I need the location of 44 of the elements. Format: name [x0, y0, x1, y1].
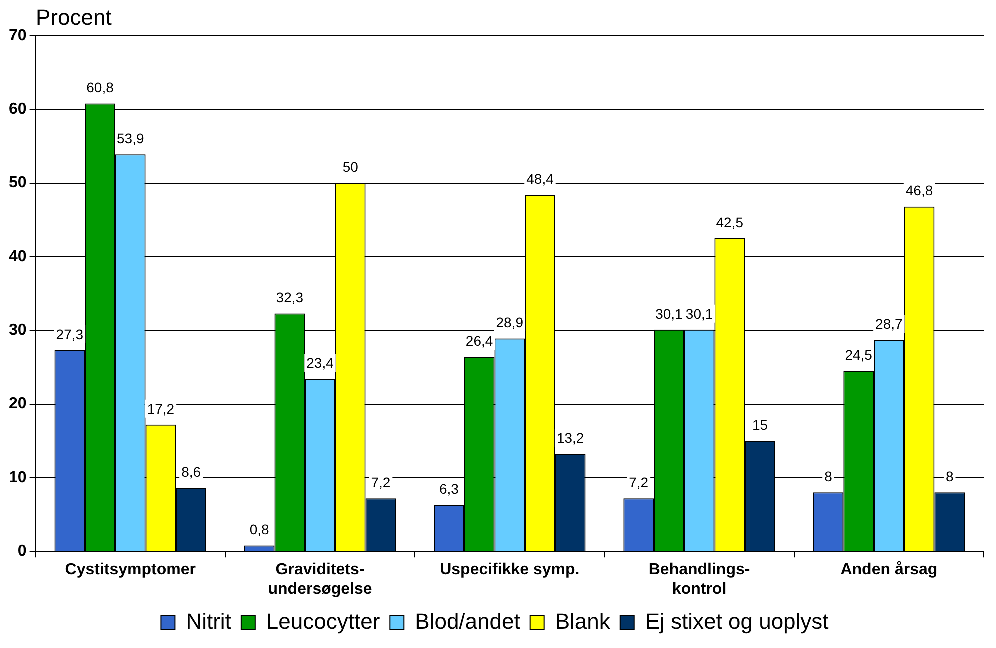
- x-tick-label: Anden årsag: [840, 560, 938, 579]
- data-label: 7,2: [371, 474, 391, 490]
- data-label: 27,3: [56, 326, 84, 342]
- data-label: 50: [342, 159, 359, 176]
- data-label: 42,5: [716, 214, 744, 230]
- x-tick-label: Uspecifikke symp.: [440, 562, 580, 579]
- data-label: 26,4: [466, 333, 494, 350]
- data-label: 7,2: [629, 474, 649, 490]
- data-label: 8: [824, 468, 833, 485]
- data-label: 28,9: [496, 314, 524, 331]
- legend-label: Nitrit: [186, 609, 232, 634]
- data-label: 23,4: [306, 355, 334, 372]
- data-label: 24,5: [845, 347, 873, 363]
- data-label: 32,3: [276, 290, 304, 306]
- y-tick-label: 40: [9, 248, 27, 266]
- data-label: 60,8: [86, 80, 114, 96]
- data-label: 8: [946, 468, 954, 485]
- y-tick-label: 60: [9, 101, 27, 118]
- x-tick-label: Behandlings- kontrol: [648, 562, 750, 598]
- data-label: 6,3: [439, 481, 460, 498]
- y-tick-label: 20: [9, 396, 27, 413]
- y-tick-label: 10: [9, 469, 27, 486]
- data-label: 15: [752, 416, 768, 433]
- legend-label: Blank: [555, 609, 612, 634]
- legend-label: Blod/andet: [415, 609, 520, 634]
- data-label: 48,4: [526, 170, 554, 187]
- data-label: 30,1: [686, 306, 714, 322]
- data-label: 8,6: [182, 464, 202, 480]
- data-label: 28,7: [876, 316, 904, 332]
- x-tick-label: Graviditets- undersøgelse: [268, 562, 372, 598]
- data-label: 0,8: [250, 522, 270, 538]
- data-label: 17,2: [147, 400, 175, 417]
- data-label: 53,9: [116, 130, 144, 146]
- y-axis-title: Procent: [36, 5, 112, 30]
- y-tick-label: 50: [9, 174, 27, 192]
- data-label: 30,1: [656, 306, 684, 322]
- y-tick-label: 70: [9, 27, 27, 44]
- legend-label: Ej stixet og uoplyst: [645, 609, 829, 634]
- y-tick-label: 30: [9, 322, 27, 340]
- y-tick-label: 0: [18, 543, 27, 560]
- x-tick-label: Cystitsymptomer: [65, 562, 196, 579]
- data-label: 13,2: [556, 430, 584, 446]
- data-label: 46,8: [906, 182, 934, 199]
- legend-label: Leucocytter: [266, 609, 380, 634]
